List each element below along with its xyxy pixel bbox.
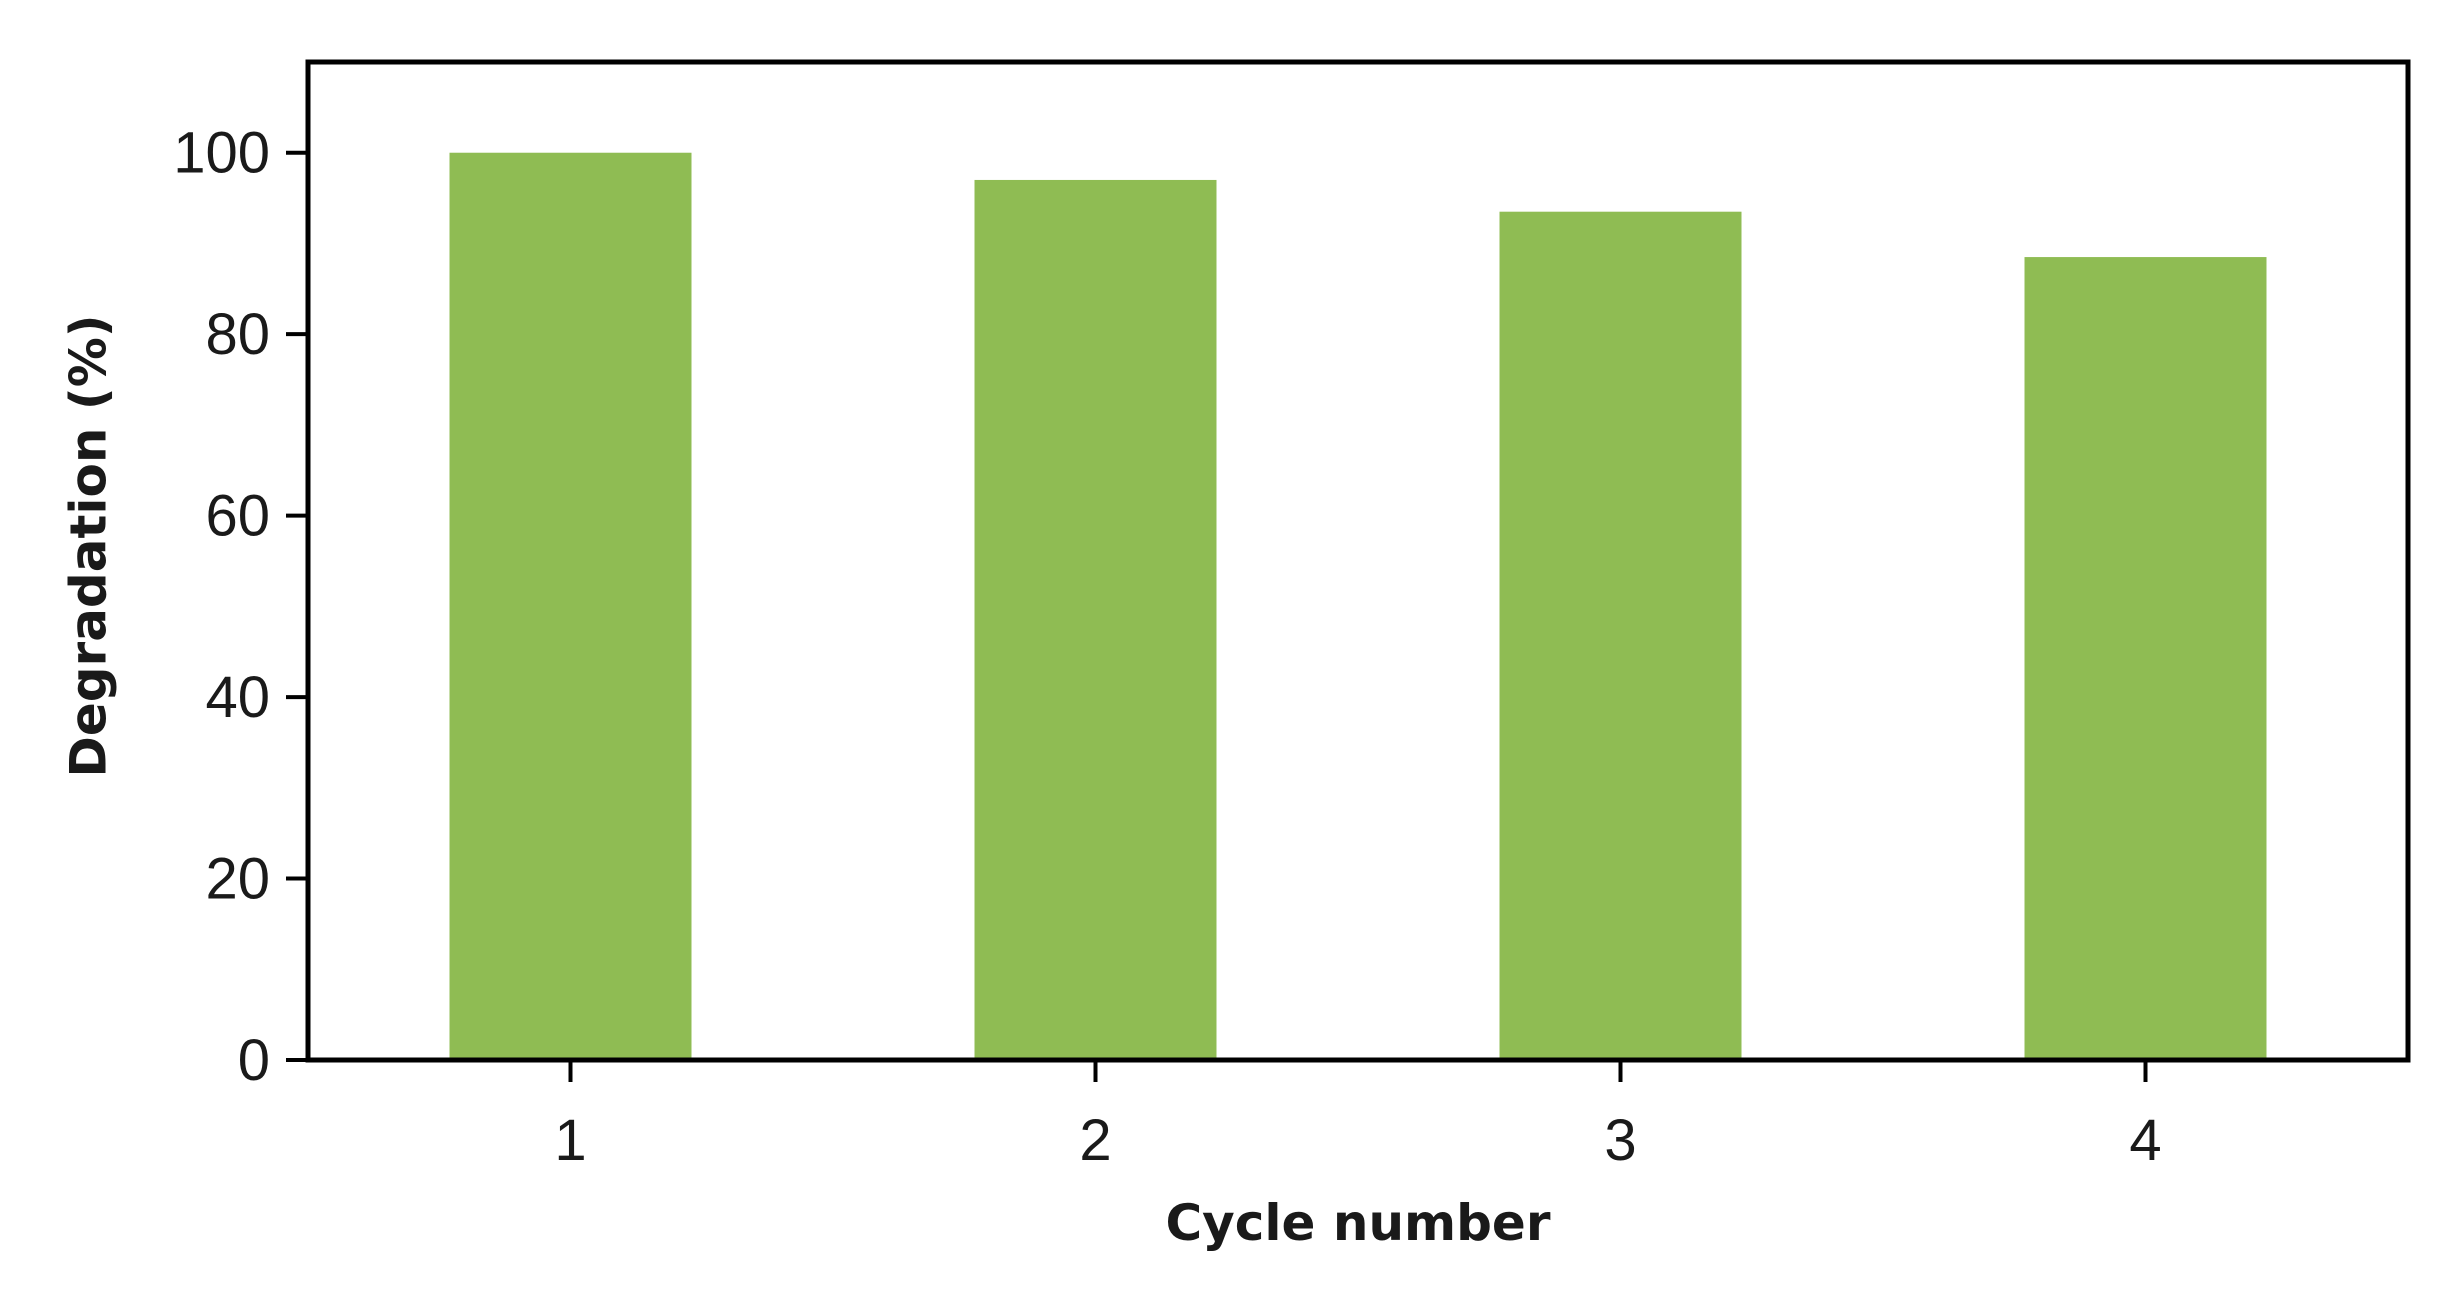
y-axis-title: Degradation (%): [60, 314, 118, 777]
bars: [449, 152, 2267, 1061]
y-tick-label: 40: [205, 665, 270, 730]
x-tick-label: 3: [1604, 1108, 1636, 1173]
x-axis-title: Cycle number: [1165, 1194, 1550, 1252]
bar-2: [974, 179, 1217, 1061]
x-tick-label: 1: [554, 1108, 586, 1173]
y-tick-label: 80: [205, 302, 270, 367]
x-axis: 1 2 3 4: [554, 1060, 2162, 1173]
y-axis: 0 20 40 60 80 100: [173, 121, 308, 1093]
plot-frame: [305, 59, 2411, 1063]
bar-1: [449, 152, 692, 1060]
x-tick-label: 2: [1079, 1108, 1111, 1173]
y-tick-label: 0: [238, 1028, 270, 1093]
x-tick-label: 4: [2129, 1108, 2161, 1173]
y-tick-label: 20: [205, 847, 270, 912]
y-tick-label: 60: [205, 484, 270, 549]
y-tick-label: 100: [173, 121, 270, 186]
bar-4: [2024, 257, 2267, 1061]
bar-3: [1499, 211, 1742, 1060]
